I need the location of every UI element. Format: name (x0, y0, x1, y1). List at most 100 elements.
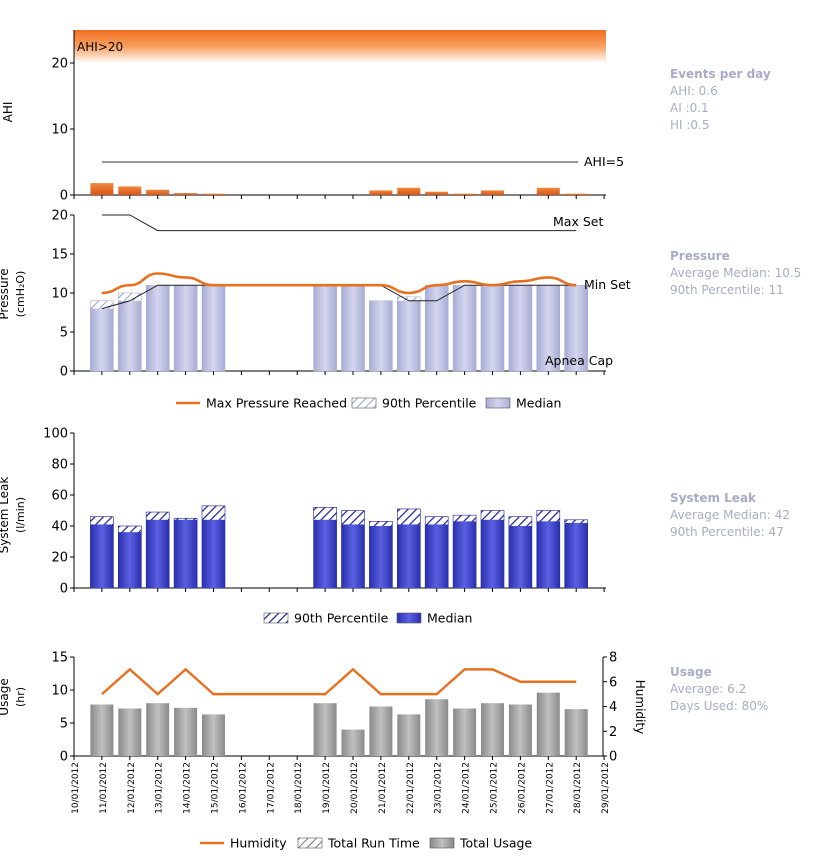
legend-leak-median-label: Median (427, 611, 472, 626)
legend-total-run-time-label: Total Run Time (327, 836, 420, 851)
pressure-median-bar (481, 285, 504, 371)
ahi-axis-label: AHI (1, 102, 15, 123)
y2-tick-label: 6 (609, 675, 617, 690)
date-label: 19/01/2012 (322, 762, 332, 814)
usage-bar (174, 707, 198, 756)
ahi-bar (536, 187, 560, 195)
min-set-line (101, 284, 577, 310)
y-tick-label: 20 (51, 209, 68, 224)
leak-median-bar (397, 524, 421, 588)
date-label: 20/01/2012 (350, 762, 360, 814)
ahi-bar (174, 193, 198, 195)
pressure-p90: 90th Percentile: 11 (670, 283, 784, 297)
usage-bar (90, 704, 114, 756)
max-set-label: Max Set (553, 214, 603, 229)
apnea-cap-label: Apnea Cap (545, 353, 613, 368)
y-tick-label: 80 (51, 458, 68, 473)
max-set-line (101, 214, 577, 232)
date-label: 17/01/2012 (266, 762, 276, 814)
ahi-bar (397, 187, 421, 195)
pressure-avg-median: Average Median: 10.5 (670, 266, 802, 280)
events-ai: AI :0.1 (670, 101, 709, 115)
date-label: 24/01/2012 (462, 762, 472, 814)
leak-median-bar (453, 521, 477, 588)
pressure-axis-label: Pressure (0, 268, 11, 319)
leak-median-bar (481, 519, 504, 588)
leak-median-bar (425, 524, 449, 588)
date-label: 23/01/2012 (434, 762, 444, 814)
pressure-median-bar (508, 285, 532, 371)
y-tick-label: 15 (51, 651, 68, 666)
events-summary: Events per day AHI: 0.6 AI :0.1 HI :0.5 (670, 66, 771, 134)
usage-bar (564, 709, 588, 756)
events-ahi: AHI: 0.6 (670, 84, 718, 98)
usage-bar (341, 729, 365, 756)
pressure-summary: Pressure Average Median: 10.5 90th Perce… (670, 248, 801, 299)
legend-total-usage-swatch (429, 837, 455, 849)
usage-bar (508, 704, 532, 756)
date-label: 29/01/2012 (601, 762, 611, 814)
legend-total-run-time-swatch (297, 837, 323, 849)
events-heading: Events per day (670, 67, 771, 81)
date-label: 16/01/2012 (238, 762, 248, 814)
leak-median-bar (146, 519, 170, 588)
leak-summary: System Leak Average Median: 42 90th Perc… (670, 490, 790, 541)
pressure-median-bar (118, 300, 142, 371)
y-tick-label: 0 (60, 582, 68, 597)
leak-p90: 90th Percentile: 47 (670, 525, 784, 539)
leak-median-bar (313, 519, 337, 588)
ahi-bar (146, 189, 170, 195)
date-label: 12/01/2012 (127, 762, 137, 814)
y-tick-label: 20 (51, 57, 68, 72)
usage-axis-unit: (hr) (14, 687, 27, 707)
date-label: 18/01/2012 (294, 762, 304, 814)
legend-pressure-median-label: Median (516, 396, 561, 411)
y-tick-label: 100 (43, 427, 68, 442)
usage-bar (481, 703, 504, 756)
leak-axis-label: System Leak (0, 477, 11, 554)
legend-leak-p90-label: 90th Percentile (294, 611, 389, 626)
y-tick-label: 40 (51, 520, 68, 535)
y2-tick-label: 2 (609, 725, 617, 740)
y-tick-label: 10 (51, 684, 68, 699)
leak-median-bar (90, 524, 114, 588)
y2-tick-label: 0 (609, 750, 617, 765)
ahi-band-label: AHI>20 (77, 40, 123, 54)
ahi-bar (369, 190, 393, 195)
ahi-bar (453, 193, 477, 195)
pressure-median-bar (369, 300, 393, 371)
pressure-median-bar (146, 285, 170, 371)
humidity-line (101, 667, 577, 696)
events-hi: HI :0.5 (670, 118, 710, 132)
date-label: 14/01/2012 (183, 762, 193, 814)
ahi-bar (564, 193, 588, 195)
y2-tick-label: 4 (609, 700, 617, 715)
pressure-heading: Pressure (670, 249, 730, 263)
pressure-median-bar (341, 285, 365, 371)
pressure-median-bar (425, 285, 449, 371)
leak-median-bar (202, 519, 225, 588)
ahi-ref-label: AHI=5 (584, 154, 624, 169)
usage-axis-label: Usage (0, 678, 11, 715)
y-tick-label: 5 (60, 326, 68, 341)
y-tick-label: 20 (51, 551, 68, 566)
usage-bar (313, 703, 337, 756)
leak-heading: System Leak (670, 491, 757, 505)
date-label: 26/01/2012 (517, 762, 527, 814)
ahi-bar (202, 193, 225, 195)
leak-median-bar (369, 526, 393, 588)
pressure-median-bar (90, 308, 114, 371)
leak-avg-median: Average Median: 42 (670, 508, 790, 522)
usage-bar (202, 714, 225, 756)
pressure-median-bar (564, 285, 588, 371)
usage-bar (369, 706, 393, 756)
date-label: 10/01/2012 (71, 762, 81, 814)
y2-tick-label: 8 (609, 651, 617, 666)
usage-summary: Usage Average: 6.2 Days Used: 80% (670, 664, 768, 715)
usage-days-used: Days Used: 80% (670, 699, 769, 713)
date-label: 21/01/2012 (378, 762, 388, 814)
leak-median-bar (564, 522, 588, 588)
leak-median-bar (508, 526, 532, 588)
leak-axis-unit: (l/min) (14, 497, 27, 533)
